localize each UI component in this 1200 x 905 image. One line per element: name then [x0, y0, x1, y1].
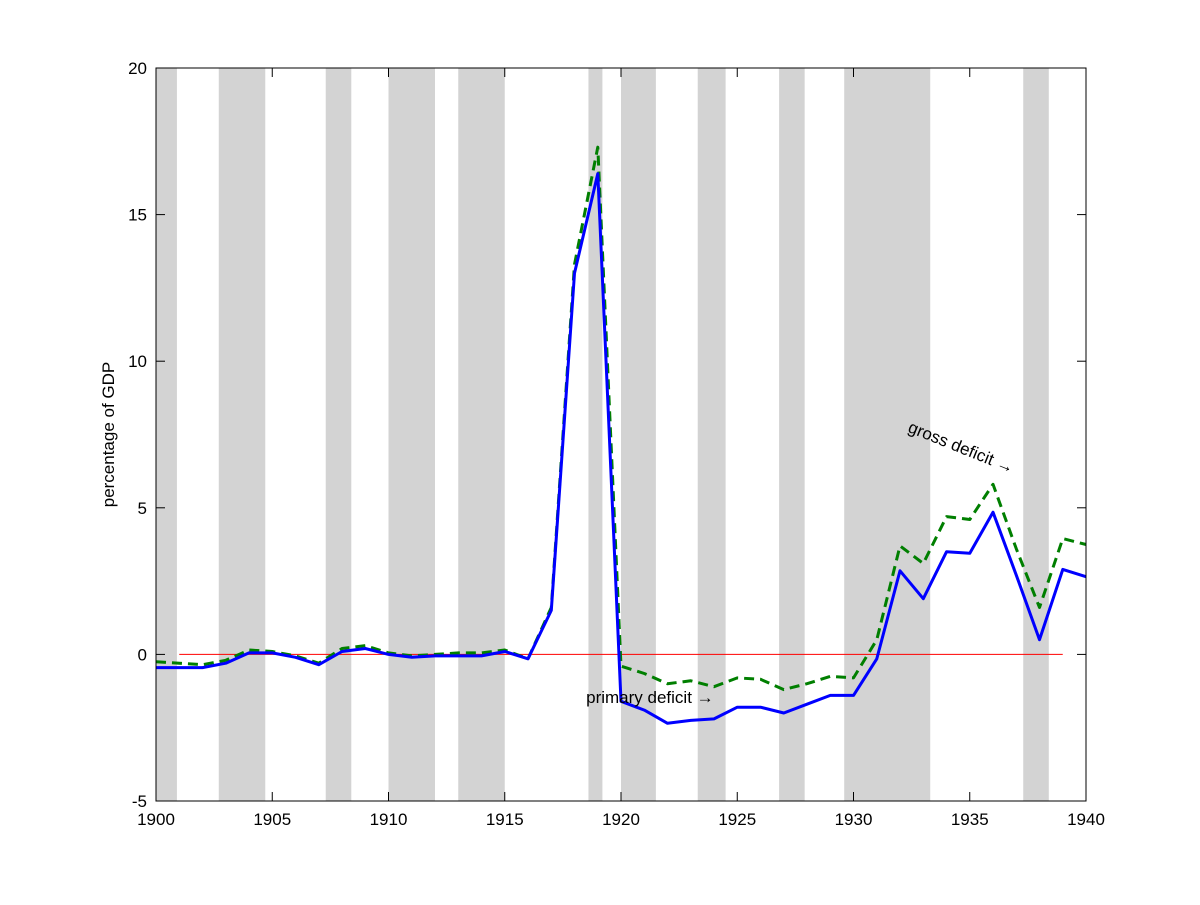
shaded-period-5	[588, 68, 603, 801]
y-tick-label-10: 10	[128, 352, 147, 371]
y-tick-label--5: -5	[132, 792, 147, 811]
annotation-primary: primary deficit →	[586, 688, 714, 707]
y-tick-label-15: 15	[128, 206, 147, 225]
x-tick-label-1905: 1905	[253, 810, 291, 829]
x-tick-label-1940: 1940	[1067, 810, 1105, 829]
x-tick-label-1925: 1925	[718, 810, 756, 829]
x-tick-label-1920: 1920	[602, 810, 640, 829]
x-tick-label-1910: 1910	[370, 810, 408, 829]
shaded-period-6	[621, 68, 656, 801]
shaded-period-9	[844, 68, 931, 801]
y-tick-label-20: 20	[128, 59, 147, 78]
shaded-period-1	[218, 68, 266, 801]
shaded-period-8	[779, 68, 805, 801]
shaded-periods	[156, 68, 1049, 801]
shaded-period-4	[458, 68, 505, 801]
series-lines	[155, 145, 1087, 725]
shaded-period-7	[697, 68, 726, 801]
shaded-period-2	[325, 68, 352, 801]
x-tick-label-1900: 1900	[137, 810, 175, 829]
axis-ticks: 1900 1905 1910 1915 1920 1925 1930 1935 1940 -5 0 5…	[128, 59, 1105, 829]
y-tick-label-5: 5	[138, 499, 147, 518]
y-axis-label: percentage of GDP	[99, 362, 118, 508]
y-tick-label-0: 0	[138, 645, 147, 664]
shaded-period-10	[1023, 68, 1049, 801]
shaded-period-0	[156, 68, 177, 801]
x-tick-label-1935: 1935	[951, 810, 989, 829]
shaded-period-3	[388, 68, 435, 801]
x-tick-label-1915: 1915	[486, 810, 524, 829]
x-tick-label-1930: 1930	[835, 810, 873, 829]
series-line-primary	[156, 172, 1087, 725]
